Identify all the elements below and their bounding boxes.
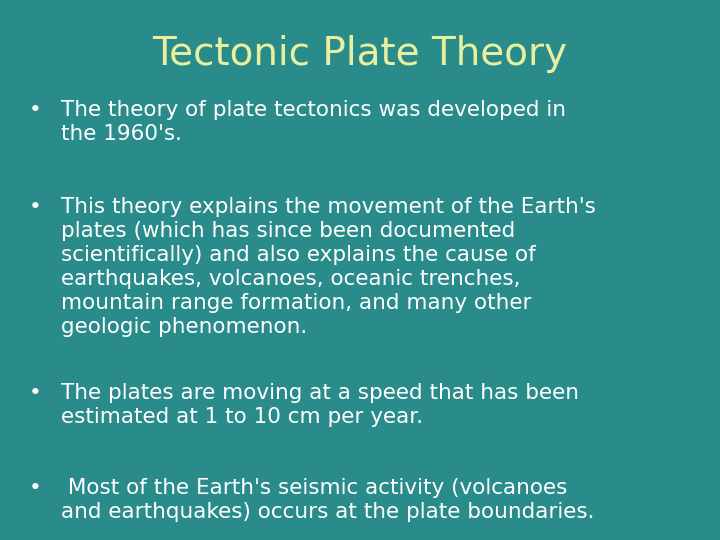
- Text: The plates are moving at a speed that has been
estimated at 1 to 10 cm per year.: The plates are moving at a speed that ha…: [61, 383, 579, 427]
- Text: •: •: [29, 100, 42, 120]
- Text: Tectonic Plate Theory: Tectonic Plate Theory: [153, 35, 567, 73]
- Text: •: •: [29, 197, 42, 217]
- Text: Most of the Earth's seismic activity (volcanoes
and earthquakes) occurs at the p: Most of the Earth's seismic activity (vo…: [61, 478, 595, 522]
- Text: •: •: [29, 478, 42, 498]
- Text: The theory of plate tectonics was developed in
the 1960's.: The theory of plate tectonics was develo…: [61, 100, 566, 144]
- Text: •: •: [29, 383, 42, 403]
- Text: This theory explains the movement of the Earth's
plates (which has since been do: This theory explains the movement of the…: [61, 197, 596, 337]
